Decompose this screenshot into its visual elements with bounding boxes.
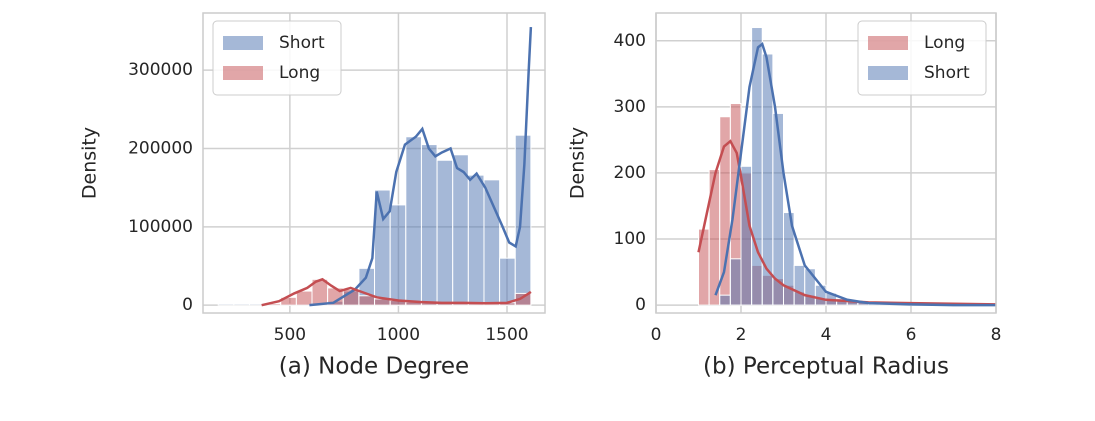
- x-tick-label: 6: [906, 325, 917, 345]
- legend-label: Short: [924, 63, 970, 83]
- chart-panel: 500 1000 1500 0 100000 200000 300000 Short Long (…: [79, 12, 546, 380]
- x-tick-label: 1500: [485, 325, 528, 345]
- x-axis-label: (b) Perceptual Radius: [703, 354, 949, 380]
- y-axis-label: Density: [79, 127, 101, 199]
- legend-swatch: [223, 66, 263, 80]
- legend-swatch: [868, 66, 908, 80]
- histogram-bar: [389, 204, 407, 306]
- histogram-bar: [405, 136, 422, 306]
- histogram-bar: [467, 174, 485, 306]
- kde-line: [309, 27, 533, 307]
- x-tick-label: 8: [991, 325, 1002, 345]
- histogram-bar: [420, 144, 438, 306]
- y-tick-label: 0: [182, 295, 193, 315]
- histogram-bar: [793, 264, 806, 306]
- legend-label: Long: [924, 33, 965, 53]
- histogram-bar: [436, 159, 454, 306]
- histogram-bar: [514, 134, 532, 306]
- kde-line: [261, 277, 532, 307]
- histogram-bar: [233, 303, 250, 306]
- legend-label: Short: [279, 33, 325, 53]
- histogram-bar: [499, 257, 516, 306]
- legend-label: Long: [279, 63, 320, 83]
- y-axis-label: Density: [567, 127, 589, 199]
- histogram-bar: [729, 258, 742, 306]
- y-tick-label: 300000: [128, 60, 193, 80]
- plot-frame: [655, 12, 997, 314]
- histogram-bar: [217, 303, 235, 306]
- x-tick-label: 4: [821, 325, 832, 345]
- legend-box: [857, 20, 987, 96]
- histogram-bar: [804, 268, 816, 306]
- histogram-bar: [295, 290, 313, 306]
- y-tick-label: 0: [635, 295, 646, 315]
- histogram-bar: [452, 154, 469, 306]
- histogram-bar: [772, 112, 784, 306]
- histogram-bar: [719, 294, 731, 306]
- legend-swatch: [223, 36, 263, 50]
- histogram-bar: [483, 179, 501, 306]
- legend-swatch: [868, 36, 908, 50]
- x-tick-label: 0: [651, 325, 662, 345]
- kde-line: [714, 41, 996, 307]
- x-axis-label: (a) Node Degree: [279, 354, 469, 380]
- y-tick-label: 100000: [128, 217, 193, 237]
- y-tick-label: 100: [614, 229, 646, 249]
- y-tick-label: 300: [614, 97, 646, 117]
- y-tick-label: 400: [614, 31, 646, 51]
- x-tick-label: 500: [274, 325, 306, 345]
- x-tick-label: 2: [736, 325, 747, 345]
- plot-frame: [202, 12, 546, 314]
- histogram-bar: [358, 295, 376, 306]
- y-tick-label: 200: [614, 163, 646, 183]
- x-tick-label: 1000: [377, 325, 420, 345]
- chart-panel: 0 2 4 6 8 0 100 200 300 400 Long Short (b) Perceptua…: [567, 12, 1002, 380]
- y-tick-label: 200000: [128, 139, 193, 159]
